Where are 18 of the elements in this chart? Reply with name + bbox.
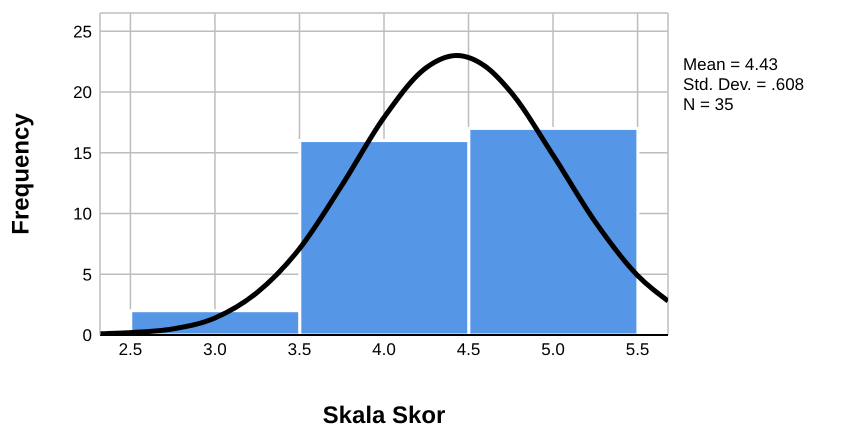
x-tick-label: 3.5: [288, 340, 312, 360]
y-tick-label: 20: [73, 83, 92, 102]
x-tick-label: 5.5: [626, 340, 650, 360]
y-axis-title: Frequency: [8, 112, 35, 235]
x-tick-label: 4.5: [456, 340, 480, 360]
x-tick-label: 2.5: [118, 340, 142, 360]
text: Mean = 4.43: [683, 55, 779, 75]
text: N = 35: [683, 95, 735, 115]
x-tick-label: 5.0: [541, 340, 565, 360]
x-tick-label: 3.0: [203, 340, 227, 360]
y-tick-label: 10: [73, 204, 92, 224]
y-tick-label: 5: [82, 265, 92, 284]
text: Std. Dev. = .608: [683, 75, 804, 95]
y-tick-label: 25: [73, 22, 92, 42]
x-tick-label: 4.0: [372, 340, 396, 360]
y-tick-label: 15: [73, 144, 92, 163]
x-axis-title: Skala Skor: [322, 402, 446, 427]
y-tick-label: 0: [82, 326, 92, 346]
